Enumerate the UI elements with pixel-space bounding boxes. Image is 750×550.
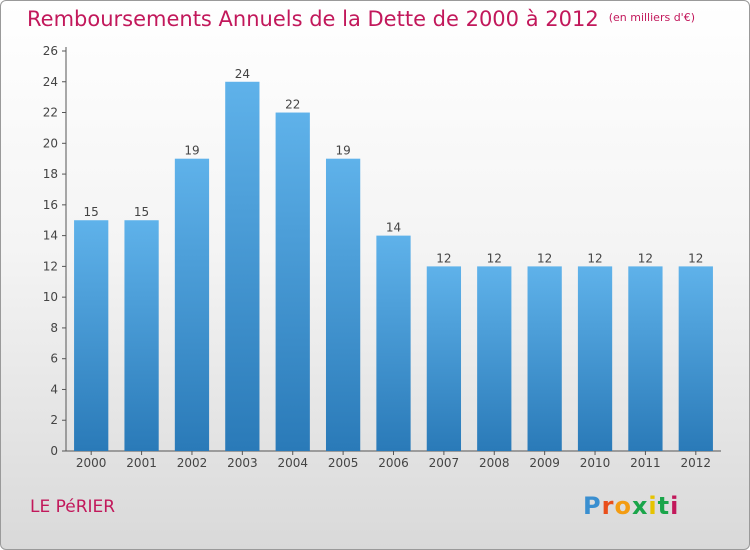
x-tick-label: 2008 (479, 456, 510, 470)
bar-value-label: 12 (537, 251, 552, 265)
y-tick-label: 26 (43, 44, 58, 58)
y-tick-label: 14 (43, 229, 58, 243)
x-tick-label: 2006 (378, 456, 409, 470)
bar-value-label: 19 (335, 144, 350, 158)
chart-unit: (en milliers d'€) (608, 11, 695, 24)
bar-value-label: 15 (134, 205, 149, 219)
bar-value-label: 12 (587, 251, 602, 265)
y-tick-label: 24 (43, 75, 58, 89)
logo-letter: i (670, 492, 680, 520)
y-tick-label: 16 (43, 198, 58, 212)
x-tick-label: 2003 (227, 456, 258, 470)
y-tick-label: 0 (50, 444, 58, 458)
bar (426, 266, 462, 451)
x-tick-label: 2002 (177, 456, 208, 470)
bar (577, 266, 613, 451)
y-tick-label: 18 (43, 167, 58, 181)
x-tick-label: 2011 (630, 456, 661, 470)
x-tick-label: 2004 (277, 456, 308, 470)
x-tick-label: 2007 (429, 456, 460, 470)
x-tick-label: 2010 (580, 456, 611, 470)
commune-name: LE PéRIER (30, 497, 116, 517)
y-tick-label: 10 (43, 290, 58, 304)
bar (275, 112, 310, 452)
x-tick-label: 2005 (328, 456, 359, 470)
x-tick-label: 2012 (681, 456, 712, 470)
logo-letter: x (631, 492, 649, 520)
bar (325, 158, 361, 451)
bar (678, 266, 713, 451)
bar (477, 266, 512, 451)
bar-value-label: 14 (386, 221, 401, 235)
bar (174, 158, 210, 451)
proxiti-logo: Proxiti (583, 492, 679, 520)
y-tick-label: 20 (43, 136, 58, 150)
x-tick-label: 2009 (529, 456, 560, 470)
x-tick-label: 2000 (76, 456, 107, 470)
bar-value-label: 12 (638, 251, 653, 265)
chart-title-text: Remboursements Annuels de la Dette de 20… (27, 7, 599, 31)
y-tick-label: 2 (50, 413, 58, 427)
bar-value-label: 12 (436, 251, 451, 265)
logo-letter: P (583, 492, 602, 520)
logo-letter: r (601, 492, 615, 520)
logo-letter: i (648, 492, 658, 520)
bar (74, 220, 109, 451)
bar-value-label: 22 (285, 98, 300, 112)
bar-value-label: 19 (184, 144, 199, 158)
y-tick-label: 12 (43, 259, 58, 273)
bar-value-label: 24 (235, 67, 250, 81)
x-tick-label: 2001 (126, 456, 157, 470)
bar (628, 266, 663, 451)
bar-value-label: 15 (84, 205, 99, 219)
y-tick-label: 22 (43, 106, 58, 120)
bar (225, 81, 260, 452)
bar (527, 266, 562, 451)
bar-value-label: 12 (487, 251, 502, 265)
y-tick-label: 6 (50, 352, 58, 366)
chart-title: Remboursements Annuels de la Dette de 20… (27, 7, 695, 31)
logo-letter: t (657, 492, 671, 520)
logo-letter: o (614, 492, 632, 520)
bar (124, 220, 159, 451)
bar-value-label: 12 (688, 251, 703, 265)
bar (376, 235, 411, 451)
y-tick-label: 8 (50, 321, 58, 335)
y-tick-label: 4 (50, 382, 58, 396)
